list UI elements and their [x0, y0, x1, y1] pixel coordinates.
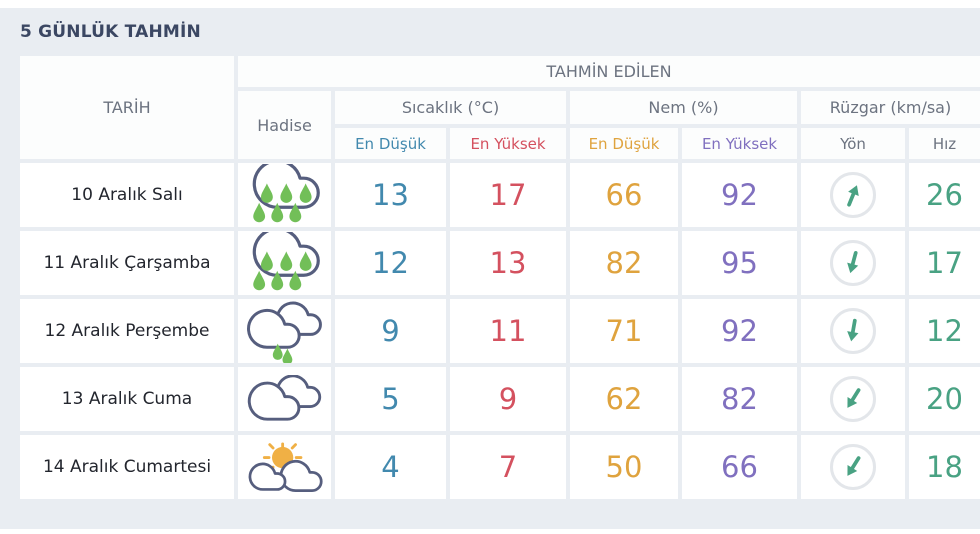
temp-max-value: 9 [450, 367, 566, 431]
humidity-max-value: 92 [682, 163, 797, 227]
temp-max-value: 17 [450, 163, 566, 227]
temp-min-value: 9 [335, 299, 446, 363]
wind-speed-value: 20 [909, 367, 980, 431]
column-header-date: TARİH [20, 56, 234, 159]
wind-direction-cell [801, 367, 905, 431]
temp-max-value: 11 [450, 299, 566, 363]
wind-direction-dial [830, 444, 876, 490]
temp-min-value: 13 [335, 163, 446, 227]
humidity-min-value: 50 [570, 435, 678, 499]
column-header-temp-min: En Düşük [335, 128, 446, 159]
temp-min-value: 12 [335, 231, 446, 295]
bottom-white-strip [0, 529, 980, 534]
temp-min-value: 4 [335, 435, 446, 499]
humidity-min-value: 62 [570, 367, 678, 431]
humidity-max-value: 95 [682, 231, 797, 295]
humidity-max-value: 66 [682, 435, 797, 499]
column-header-temperature-group: Sıcaklık (°C) [335, 91, 566, 124]
light-rain-icon [246, 301, 322, 363]
wind-arrow-wrap [832, 446, 873, 487]
column-header-humidity-min: En Düşük [570, 128, 678, 159]
column-header-wind-speed: Hız [909, 128, 980, 159]
partly-sunny-icon [248, 442, 323, 493]
wind-arrow-wrap [832, 378, 873, 419]
wind-arrow-icon [847, 318, 859, 342]
date-cell: 10 Aralık Salı [20, 163, 234, 227]
forecast-table: TARİH TAHMİN EDİLEN Hadise Sıcaklık (°C)… [20, 56, 980, 499]
wind-arrow-wrap [833, 175, 872, 214]
column-header-condition: Hadise [238, 91, 331, 159]
column-header-humidity-max: En Yüksek [682, 128, 797, 159]
wind-speed-value: 12 [909, 299, 980, 363]
top-white-strip [0, 0, 980, 8]
heavy-rain-icon [252, 164, 320, 223]
condition-cell [238, 367, 331, 431]
wind-direction-cell [801, 231, 905, 295]
heavy-rain-icon [252, 232, 320, 291]
wind-direction-cell [801, 163, 905, 227]
date-cell: 13 Aralık Cuma [20, 367, 234, 431]
humidity-min-value: 71 [570, 299, 678, 363]
temp-min-value: 5 [335, 367, 446, 431]
wind-speed-value: 18 [909, 435, 980, 499]
page-title: 5 GÜNLÜK TAHMİN [20, 22, 201, 42]
humidity-max-value: 82 [682, 367, 797, 431]
condition-cell [238, 163, 331, 227]
column-header-wind-group: Rüzgar (km/sa) [801, 91, 980, 124]
date-cell: 14 Aralık Cumartesi [20, 435, 234, 499]
condition-cell [238, 299, 331, 363]
wind-speed-value: 17 [909, 231, 980, 295]
date-cell: 11 Aralık Çarşamba [20, 231, 234, 295]
column-header-predicted: TAHMİN EDİLEN [238, 56, 980, 87]
condition-cell [238, 231, 331, 295]
wind-arrow-icon [847, 185, 859, 207]
wind-speed-value: 26 [909, 163, 980, 227]
wind-direction-cell [801, 299, 905, 363]
column-header-humidity-group: Nem (%) [570, 91, 797, 124]
wind-direction-dial [830, 240, 876, 286]
cloudy-icon [247, 375, 321, 421]
column-header-wind-direction: Yön [801, 128, 905, 159]
condition-cell [238, 435, 331, 499]
wind-direction-dial [830, 376, 876, 422]
forecast-page: 5 GÜNLÜK TAHMİN TARİH TAHMİN EDİLEN Hadi… [20, 22, 980, 499]
temp-max-value: 13 [450, 231, 566, 295]
wind-arrow-icon [847, 250, 859, 274]
wind-direction-dial [830, 308, 876, 354]
column-header-temp-max: En Yüksek [450, 128, 566, 159]
wind-direction-dial [830, 172, 876, 218]
wind-arrow-wrap [836, 314, 871, 349]
wind-arrow-icon [847, 388, 861, 408]
temp-max-value: 7 [450, 435, 566, 499]
date-cell: 12 Aralık Perşembe [20, 299, 234, 363]
humidity-min-value: 66 [570, 163, 678, 227]
wind-arrow-icon [847, 456, 861, 476]
humidity-max-value: 92 [682, 299, 797, 363]
humidity-min-value: 82 [570, 231, 678, 295]
wind-arrow-wrap [835, 245, 872, 282]
wind-direction-cell [801, 435, 905, 499]
